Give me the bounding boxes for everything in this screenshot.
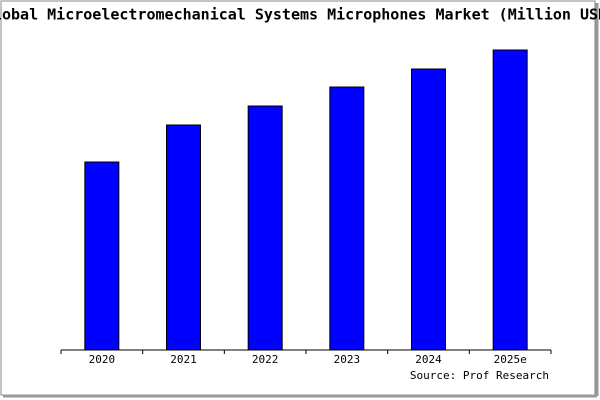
x-tick-label: 2024 [415, 353, 442, 366]
bar [247, 105, 283, 351]
x-tick-label: 2023 [334, 353, 361, 366]
bar [329, 86, 365, 351]
x-tick-label: 2025e [494, 353, 527, 366]
bar [84, 161, 120, 351]
bar [411, 68, 446, 351]
source-note: Source: Prof Research [410, 369, 549, 382]
x-tick-label: 2020 [89, 353, 116, 366]
x-tick-label: 2022 [252, 353, 279, 366]
x-tick-label: 2021 [170, 353, 197, 366]
bar [492, 49, 528, 351]
bar [166, 124, 201, 351]
chart-title: Global Microelectromechanical Systems Mi… [0, 6, 600, 24]
